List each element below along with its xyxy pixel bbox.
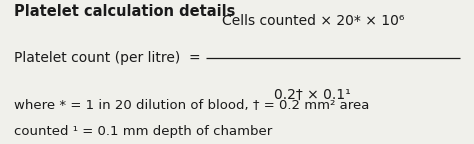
Text: Cells counted × 20* × 10⁶: Cells counted × 20* × 10⁶	[222, 14, 404, 28]
Text: where * = 1 in 20 dilution of blood, † = 0.2 mm² area: where * = 1 in 20 dilution of blood, † =…	[14, 99, 370, 112]
Text: counted ¹ = 0.1 mm depth of chamber: counted ¹ = 0.1 mm depth of chamber	[14, 125, 273, 138]
Text: Platelet calculation details: Platelet calculation details	[14, 4, 236, 19]
Text: 0.2† × 0.1¹: 0.2† × 0.1¹	[274, 88, 351, 102]
Text: Platelet count (per litre)  =: Platelet count (per litre) =	[14, 51, 201, 65]
